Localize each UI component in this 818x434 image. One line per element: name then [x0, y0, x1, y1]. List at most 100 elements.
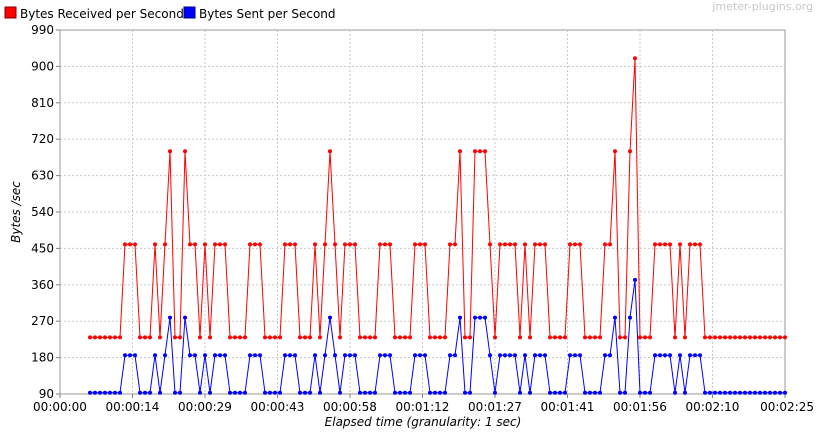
data-point — [103, 390, 107, 395]
data-point — [588, 390, 592, 395]
data-point — [128, 242, 132, 247]
data-point — [583, 390, 587, 395]
data-point — [253, 353, 257, 358]
data-point — [718, 390, 722, 395]
data-point — [318, 335, 322, 340]
data-point — [188, 242, 192, 247]
data-point — [393, 390, 397, 395]
data-point — [343, 242, 347, 247]
data-point — [353, 353, 357, 358]
data-point — [378, 242, 382, 247]
data-point — [238, 335, 242, 340]
data-point — [658, 242, 662, 247]
data-point — [668, 353, 672, 358]
data-point — [263, 335, 267, 340]
data-point — [438, 335, 442, 340]
data-point — [698, 353, 702, 358]
data-point — [323, 242, 327, 247]
data-point — [193, 353, 197, 358]
data-point — [298, 335, 302, 340]
data-point — [343, 353, 347, 358]
data-point — [93, 390, 97, 395]
data-point — [88, 390, 92, 395]
x-tick-label: 00:00:29 — [178, 400, 232, 414]
data-point — [783, 335, 787, 340]
data-point — [328, 315, 332, 320]
data-point — [258, 242, 262, 247]
data-point — [288, 242, 292, 247]
data-point — [423, 242, 427, 247]
y-tick-label: 180 — [31, 351, 54, 365]
data-point — [463, 390, 467, 395]
data-point — [668, 242, 672, 247]
data-point — [528, 390, 532, 395]
data-point — [688, 242, 692, 247]
data-point — [468, 335, 472, 340]
series-layer — [88, 56, 787, 395]
x-tick-label: 00:01:56 — [613, 400, 667, 414]
data-point — [173, 390, 177, 395]
data-point — [413, 242, 417, 247]
data-point — [648, 335, 652, 340]
data-point — [108, 390, 112, 395]
y-tick-label: 270 — [31, 314, 54, 328]
data-point — [318, 390, 322, 395]
data-point — [703, 390, 707, 395]
data-point — [313, 242, 317, 247]
data-point — [178, 335, 182, 340]
data-point — [673, 390, 677, 395]
data-point — [228, 335, 232, 340]
data-point — [233, 335, 237, 340]
data-point — [333, 353, 337, 358]
data-point — [133, 242, 137, 247]
data-point — [748, 390, 752, 395]
data-point — [688, 353, 692, 358]
data-point — [728, 390, 732, 395]
data-point — [548, 390, 552, 395]
data-point — [593, 390, 597, 395]
data-point — [383, 353, 387, 358]
data-point — [513, 242, 517, 247]
data-point — [208, 390, 212, 395]
data-point — [568, 353, 572, 358]
y-tick-label: 810 — [31, 96, 54, 110]
data-point — [273, 390, 277, 395]
data-point — [308, 335, 312, 340]
data-point — [423, 353, 427, 358]
data-point — [453, 353, 457, 358]
data-point — [293, 242, 297, 247]
data-point — [278, 390, 282, 395]
y-tick-label: 540 — [31, 205, 54, 219]
data-point — [473, 149, 477, 154]
data-point — [713, 335, 717, 340]
legend-swatch-received — [4, 6, 17, 19]
data-point — [538, 353, 542, 358]
data-point — [733, 335, 737, 340]
series-sent — [88, 277, 787, 395]
data-point — [633, 56, 637, 61]
data-point — [673, 335, 677, 340]
data-point — [443, 335, 447, 340]
data-point — [188, 353, 192, 358]
data-point — [693, 353, 697, 358]
data-point — [118, 390, 122, 395]
data-point — [778, 390, 782, 395]
data-point — [418, 353, 422, 358]
data-point — [373, 335, 377, 340]
data-point — [353, 242, 357, 247]
data-point — [288, 353, 292, 358]
data-point — [203, 242, 207, 247]
data-point — [598, 335, 602, 340]
data-point — [358, 335, 362, 340]
data-point — [518, 335, 522, 340]
data-point — [703, 335, 707, 340]
data-point — [563, 390, 567, 395]
data-point — [158, 390, 162, 395]
y-tick-label: 630 — [31, 169, 54, 183]
data-point — [168, 315, 172, 320]
data-point — [193, 242, 197, 247]
x-tick-label: 00:02:25 — [760, 400, 814, 414]
data-point — [573, 353, 577, 358]
data-point — [528, 335, 532, 340]
data-point — [773, 335, 777, 340]
